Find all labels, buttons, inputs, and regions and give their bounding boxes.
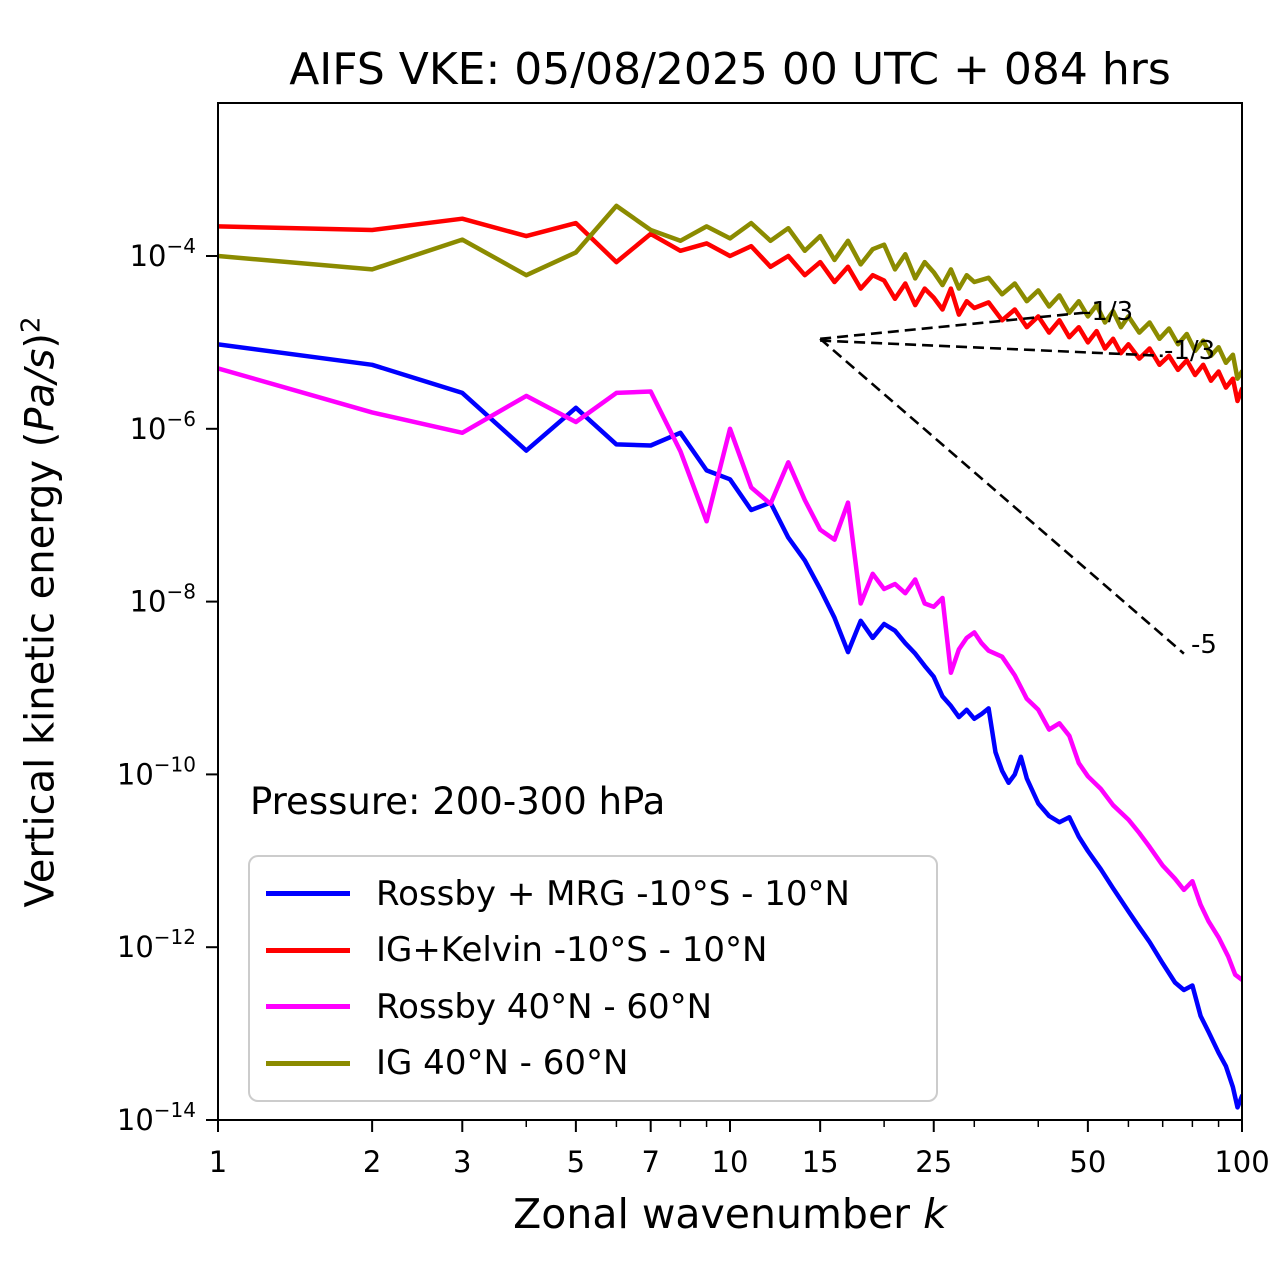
y-tick-label: 10−12 [117, 925, 196, 964]
series-line-3 [218, 203, 1242, 381]
x-tick-label: 25 [915, 1145, 952, 1179]
legend-item-ig-kelvin-tropics: IG+Kelvin -10°S - 10°N [250, 930, 936, 970]
y-tick-label: 10−6 [130, 407, 196, 446]
y-tick-label: 10−8 [130, 580, 196, 619]
x-tick-label: 15 [802, 1145, 839, 1179]
chart-title: AIFS VKE: 05/08/2025 00 UTC + 084 hrs [289, 44, 1171, 95]
legend-box: Rossby + MRG -10°S - 10°N IG+Kelvin -10°… [248, 855, 938, 1102]
y-tick-label: 10−14 [117, 1098, 196, 1137]
legend-line-blue [266, 891, 350, 897]
x-tick-label: 3 [453, 1145, 471, 1179]
x-axis-label: Zonal wavenumber k [513, 1190, 947, 1238]
pressure-annotation: Pressure: 200-300 hPa [250, 780, 666, 823]
slope-label-minus-one-third-upper: -1/3 [1082, 297, 1134, 327]
legend-label: IG+Kelvin -10°S - 10°N [376, 930, 768, 971]
legend-label: Rossby 40°N - 60°N [376, 986, 713, 1027]
reference-slope-line-0 [820, 311, 1084, 341]
x-tick-label: 100 [1214, 1145, 1269, 1179]
x-tick-label: 2 [363, 1145, 381, 1179]
legend-item-rossby-midlat: Rossby 40°N - 60°N [250, 987, 936, 1027]
legend-item-rossby-mrg-tropics: Rossby + MRG -10°S - 10°N [250, 874, 936, 914]
x-tick-label: 50 [1069, 1145, 1106, 1179]
reference-slope-line-2 [819, 337, 1185, 655]
x-tick-label: 1 [209, 1145, 227, 1179]
legend-line-magenta [266, 1004, 350, 1010]
slope-label-minus-five: -5 [1191, 630, 1217, 660]
series-line-1 [218, 216, 1242, 404]
legend-item-ig-midlat: IG 40°N - 60°N [250, 1043, 936, 1083]
slope-label-minus-one-third-lower: -1/3 [1164, 336, 1216, 366]
legend-label: IG 40°N - 60°N [376, 1043, 629, 1084]
reference-slope-line-1 [820, 339, 1163, 358]
y-axis-label: Vertical kinetic energy (Pa/s)2 [16, 316, 64, 908]
legend-line-olive [266, 1060, 350, 1066]
x-tick-label: 10 [712, 1145, 749, 1179]
legend-label: Rossby + MRG -10°S - 10°N [376, 873, 850, 914]
y-tick-label: 10−4 [130, 234, 196, 273]
y-axis-math-symbol: Pa/s [17, 348, 64, 432]
series-line-0 [218, 342, 1242, 1110]
series-line-2 [218, 366, 1242, 983]
plot-area [218, 203, 1242, 1110]
y-tick-label: 10−10 [117, 752, 196, 791]
x-tick-label: 7 [641, 1145, 659, 1179]
x-axis-math-symbol: k [923, 1190, 947, 1238]
x-tick-label: 5 [567, 1145, 585, 1179]
legend-line-red [266, 947, 350, 953]
